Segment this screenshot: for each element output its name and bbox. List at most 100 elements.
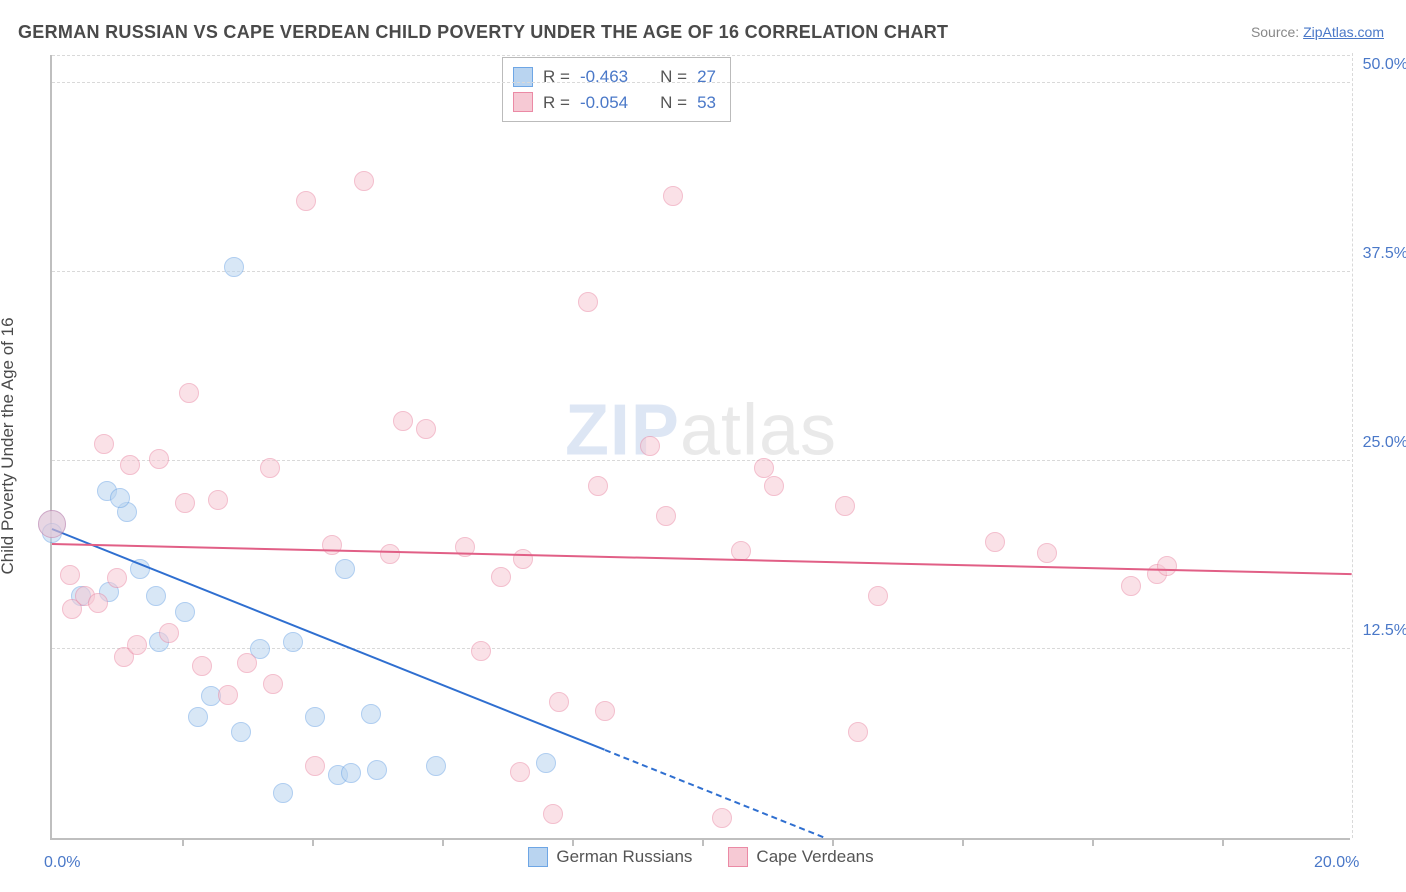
data-point	[513, 549, 533, 569]
source-prefix: Source:	[1251, 24, 1303, 40]
y-tick-label: 25.0%	[1363, 434, 1406, 452]
data-point	[283, 632, 303, 652]
data-point	[491, 567, 511, 587]
data-point	[188, 707, 208, 727]
source-link[interactable]: ZipAtlas.com	[1303, 24, 1384, 40]
gridline	[52, 648, 1350, 649]
data-point	[149, 449, 169, 469]
data-point	[835, 496, 855, 516]
data-point	[110, 488, 130, 508]
gridline	[52, 271, 1350, 272]
data-point	[305, 756, 325, 776]
n-value: 27	[697, 64, 716, 90]
legend-label: Cape Verdeans	[756, 847, 873, 867]
x-tick	[832, 838, 834, 846]
y-tick-label: 37.5%	[1363, 245, 1406, 263]
n-value: 53	[697, 90, 716, 116]
data-point	[543, 804, 563, 824]
data-point	[1157, 556, 1177, 576]
gridline	[52, 82, 1350, 83]
data-point	[120, 455, 140, 475]
y-tick-label: 50.0%	[1363, 56, 1406, 74]
data-point	[263, 674, 283, 694]
legend-item: German Russians	[528, 847, 692, 867]
data-point	[536, 753, 556, 773]
x-tick	[312, 838, 314, 846]
data-point	[367, 760, 387, 780]
x-tick	[702, 838, 704, 846]
data-point	[712, 808, 732, 828]
gridline	[52, 55, 1350, 56]
data-point	[764, 476, 784, 496]
data-point	[175, 493, 195, 513]
r-value: -0.463	[580, 64, 628, 90]
r-label: R =	[543, 64, 570, 90]
x-axis-max-label: 20.0%	[1314, 854, 1359, 872]
n-label: N =	[660, 90, 687, 116]
x-tick	[1222, 838, 1224, 846]
x-tick	[962, 838, 964, 846]
data-point	[361, 704, 381, 724]
data-point	[754, 458, 774, 478]
chart-title: GERMAN RUSSIAN VS CAPE VERDEAN CHILD POV…	[18, 22, 948, 43]
data-point	[305, 707, 325, 727]
data-point	[393, 411, 413, 431]
data-point	[322, 535, 342, 555]
data-point	[595, 701, 615, 721]
data-point	[107, 568, 127, 588]
data-point	[510, 762, 530, 782]
data-point	[175, 602, 195, 622]
data-point	[663, 186, 683, 206]
data-point	[426, 756, 446, 776]
data-point	[335, 559, 355, 579]
data-point	[127, 635, 147, 655]
data-point	[192, 656, 212, 676]
source-attribution: Source: ZipAtlas.com	[1251, 24, 1384, 40]
gridline	[52, 460, 1350, 461]
watermark-zip: ZIP	[565, 390, 680, 470]
legend-swatch	[528, 847, 548, 867]
data-point	[985, 532, 1005, 552]
legend-swatch	[513, 67, 533, 87]
data-point	[88, 593, 108, 613]
data-point	[848, 722, 868, 742]
data-point	[260, 458, 280, 478]
data-point	[237, 653, 257, 673]
stats-row: R = -0.054 N = 53	[513, 90, 716, 116]
data-point	[380, 544, 400, 564]
legend-swatch	[513, 92, 533, 112]
x-tick	[182, 838, 184, 846]
data-point	[231, 722, 251, 742]
n-label: N =	[660, 64, 687, 90]
data-point	[94, 434, 114, 454]
data-point	[588, 476, 608, 496]
x-axis-min-label: 0.0%	[44, 854, 80, 872]
data-point	[868, 586, 888, 606]
data-point	[341, 763, 361, 783]
watermark-atlas: atlas	[680, 390, 837, 470]
x-tick	[442, 838, 444, 846]
data-point	[578, 292, 598, 312]
y-tick-label: 12.5%	[1363, 622, 1406, 640]
r-label: R =	[543, 90, 570, 116]
stats-legend: R = -0.463 N = 27 R = -0.054 N = 53	[502, 57, 731, 122]
r-value: -0.054	[580, 90, 628, 116]
data-point	[208, 490, 228, 510]
data-point	[224, 257, 244, 277]
y-axis-label: Child Poverty Under the Age of 16	[0, 317, 18, 574]
data-point	[549, 692, 569, 712]
x-tick	[1352, 53, 1353, 838]
data-point	[218, 685, 238, 705]
data-point	[60, 565, 80, 585]
data-point	[640, 436, 660, 456]
data-point	[38, 510, 66, 538]
data-point	[296, 191, 316, 211]
legend-item: Cape Verdeans	[728, 847, 873, 867]
scatter-plot: ZIPatlas R =-0.463N =27R =-0.054N =53 Ge…	[50, 55, 1350, 840]
data-point	[146, 586, 166, 606]
x-tick	[1092, 838, 1094, 846]
data-point	[179, 383, 199, 403]
trendline	[52, 543, 1352, 575]
data-point	[656, 506, 676, 526]
data-point	[1037, 543, 1057, 563]
